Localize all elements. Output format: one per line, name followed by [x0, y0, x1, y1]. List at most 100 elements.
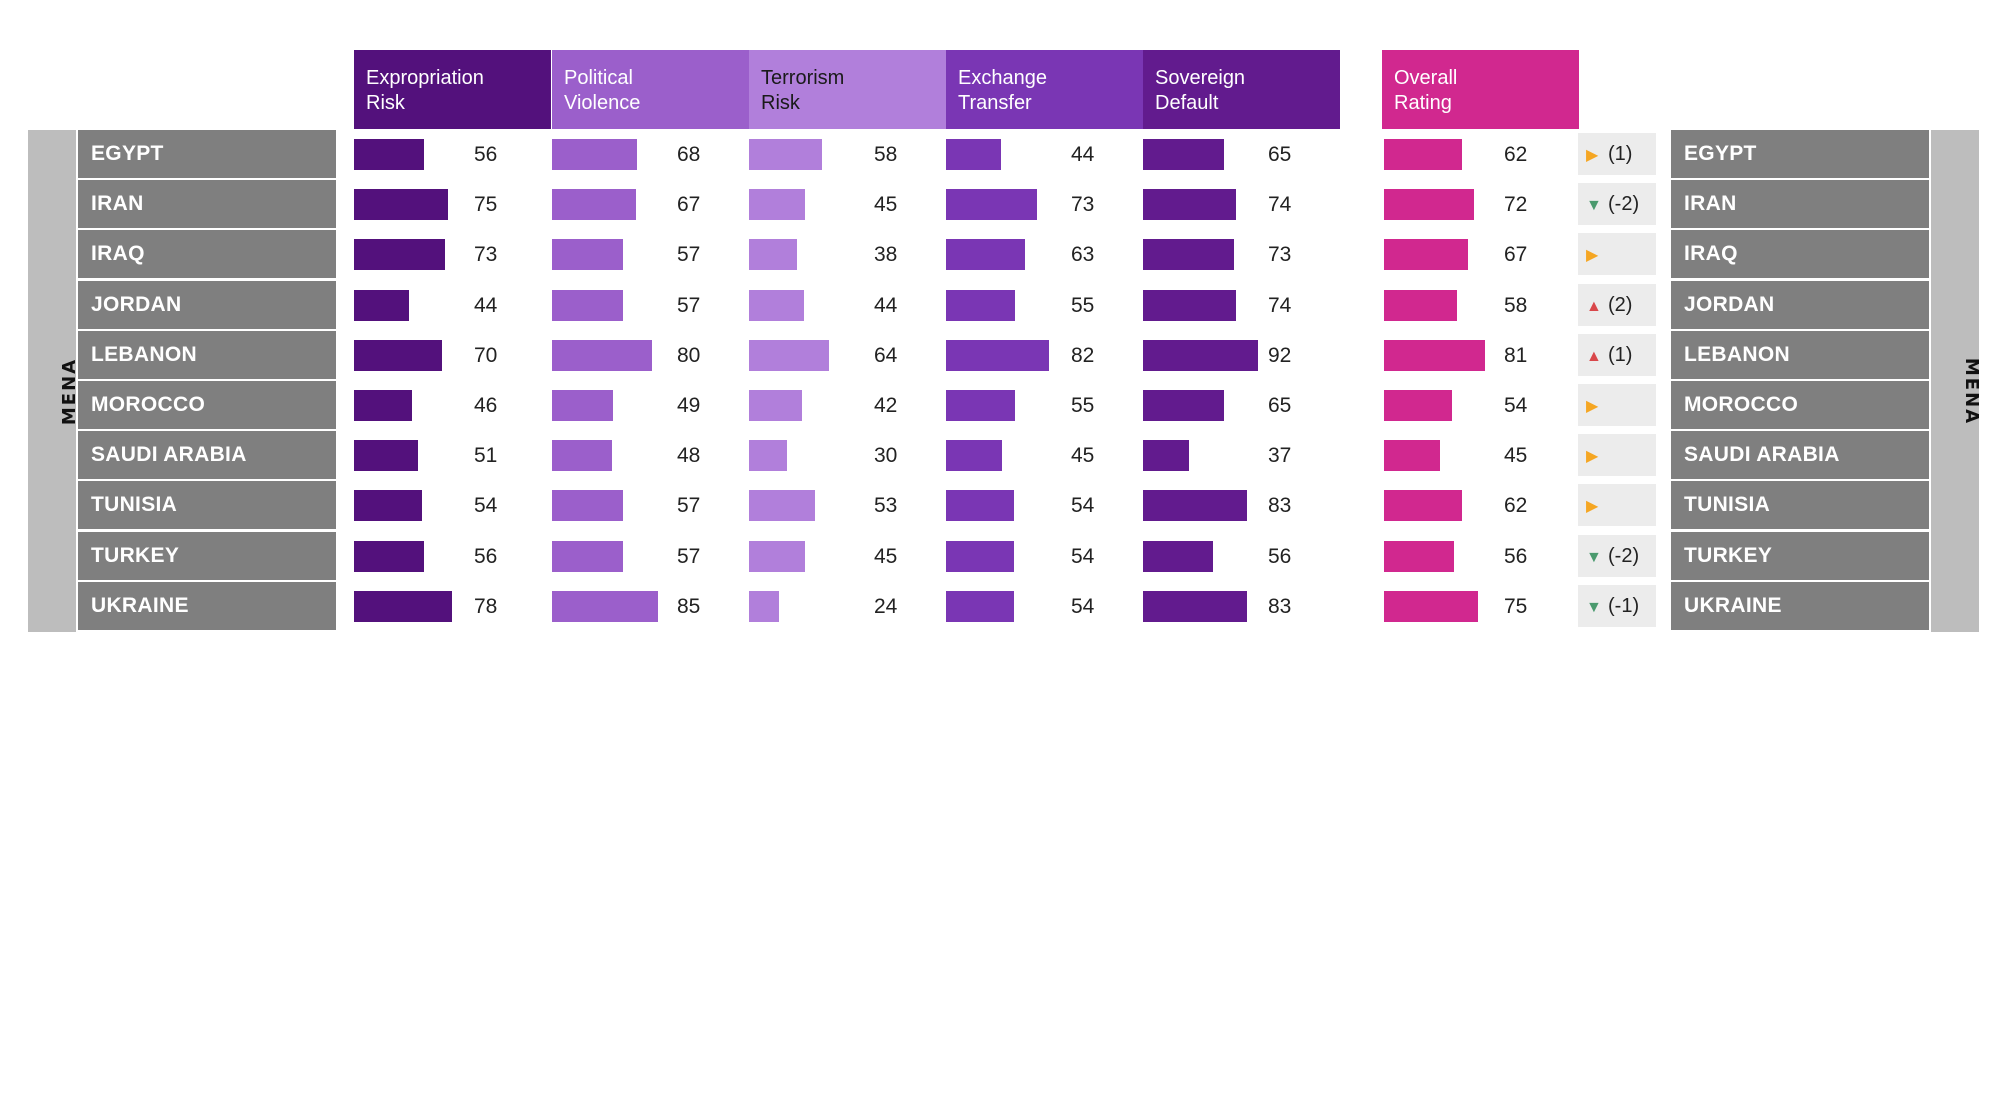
bar-political: [552, 339, 652, 371]
value-expropriation: 51: [474, 444, 498, 468]
bar-political: [552, 289, 624, 321]
bar-overall: [1384, 139, 1462, 170]
rank-change: ▶: [1578, 384, 1656, 426]
value-political: 57: [677, 544, 701, 568]
bar-overall: [1384, 490, 1462, 522]
trend-same-icon: ▶: [1586, 147, 1599, 164]
value-overall: 62: [1504, 494, 1528, 518]
value-exchange: 54: [1071, 494, 1095, 518]
bar-terrorism: [749, 339, 829, 371]
country-label-right: UKRAINE: [1671, 581, 1929, 630]
value-expropriation: 78: [474, 594, 498, 618]
value-political: 57: [677, 243, 701, 267]
country-label-right: LEBANON: [1671, 330, 1929, 379]
value-exchange: 45: [1071, 444, 1095, 468]
value-political: 57: [677, 293, 701, 317]
bar-expropriation: [354, 189, 448, 221]
value-overall: 45: [1504, 444, 1528, 468]
bar-political: [552, 390, 614, 421]
rank-change-label: (-2): [1608, 544, 1640, 567]
header-exchange: Exchange Transfer: [946, 50, 1143, 129]
rank-change-label: (1): [1608, 343, 1633, 366]
bar-political: [552, 189, 636, 221]
bar-terrorism: [749, 440, 787, 472]
bar-political: [552, 590, 659, 622]
country-label-left: IRAQ: [78, 230, 336, 279]
bar-exchange: [946, 339, 1049, 371]
header-exchange-line: Transfer: [958, 92, 1032, 114]
bar-sovereign: [1143, 289, 1236, 321]
bar-terrorism: [749, 239, 797, 271]
value-political: 67: [677, 193, 701, 217]
rank-change-label: (2): [1608, 293, 1633, 316]
header-terrorism: Terrorism Risk: [749, 50, 946, 129]
value-political: 57: [677, 494, 701, 518]
value-exchange: 63: [1071, 243, 1095, 267]
value-sovereign: 56: [1268, 544, 1292, 568]
header-political-line: Violence: [564, 92, 641, 114]
header-expropriation-line: Risk: [366, 92, 405, 114]
bar-exchange: [946, 189, 1038, 221]
header-political: Political Violence: [552, 50, 749, 129]
value-expropriation: 44: [474, 293, 498, 317]
bar-expropriation: [354, 590, 452, 622]
value-exchange: 55: [1071, 394, 1095, 417]
bar-exchange: [946, 390, 1015, 421]
value-sovereign: 74: [1268, 193, 1292, 217]
country-label-left: TURKEY: [78, 531, 336, 580]
country-label-left: JORDAN: [78, 280, 336, 329]
value-terrorism: 64: [874, 343, 898, 367]
country-label-right: EGYPT: [1671, 130, 1929, 178]
country-label-left: MOROCCO: [78, 381, 336, 429]
region-label-left: MENA: [59, 357, 81, 426]
region-label-right: MENA: [1961, 357, 1983, 426]
bar-sovereign: [1143, 390, 1225, 421]
bar-overall: [1384, 390, 1452, 421]
region-bar-right: [1931, 130, 1979, 632]
value-terrorism: 42: [874, 394, 898, 417]
value-sovereign: 37: [1268, 444, 1292, 468]
value-expropriation: 46: [474, 394, 498, 417]
header-overall: Overall Rating: [1382, 50, 1579, 129]
value-exchange: 44: [1071, 143, 1095, 166]
rank-change: ▼ (-1): [1578, 584, 1656, 627]
bar-sovereign: [1143, 540, 1213, 572]
country-label-left: TUNISIA: [78, 481, 336, 530]
rank-change: ▲ (2): [1578, 283, 1656, 326]
value-overall: 62: [1504, 143, 1528, 166]
rank-change: ▼ (-2): [1578, 534, 1656, 577]
country-label-right: JORDAN: [1671, 280, 1929, 329]
header-expropriation-line: Expropriation: [366, 67, 484, 89]
bar-expropriation: [354, 540, 424, 572]
bar-expropriation: [354, 139, 424, 170]
bar-exchange: [946, 540, 1014, 572]
rank-change: ▶ (1): [1578, 133, 1656, 175]
value-terrorism: 30: [874, 444, 898, 468]
value-sovereign: 83: [1268, 594, 1292, 618]
header-sovereign-line: Default: [1155, 92, 1219, 114]
country-label-right: IRAN: [1671, 180, 1929, 229]
bar-political: [552, 440, 612, 472]
header-exchange-line: Exchange: [958, 67, 1047, 89]
bar-expropriation: [354, 390, 412, 421]
rank-change: ▲ (1): [1578, 333, 1656, 376]
value-overall: 72: [1504, 193, 1528, 217]
trend-up-icon: ▲: [1586, 347, 1602, 365]
bar-terrorism: [749, 590, 779, 622]
value-expropriation: 70: [474, 343, 498, 367]
trend-same-icon: ▶: [1586, 247, 1599, 265]
value-political: 48: [677, 444, 701, 468]
value-political: 85: [677, 594, 701, 618]
trend-down-icon: ▼: [1586, 197, 1602, 215]
bar-terrorism: [749, 289, 804, 321]
value-sovereign: 83: [1268, 494, 1292, 518]
value-expropriation: 75: [474, 193, 498, 217]
country-label-right: IRAQ: [1671, 230, 1929, 279]
rank-change-label: (-1): [1608, 594, 1640, 617]
bar-overall: [1384, 189, 1474, 221]
bar-exchange: [946, 440, 1003, 472]
value-expropriation: 56: [474, 143, 498, 166]
bar-overall: [1384, 289, 1457, 321]
country-label-right: MOROCCO: [1671, 381, 1929, 429]
country-label-left: LEBANON: [78, 330, 336, 379]
